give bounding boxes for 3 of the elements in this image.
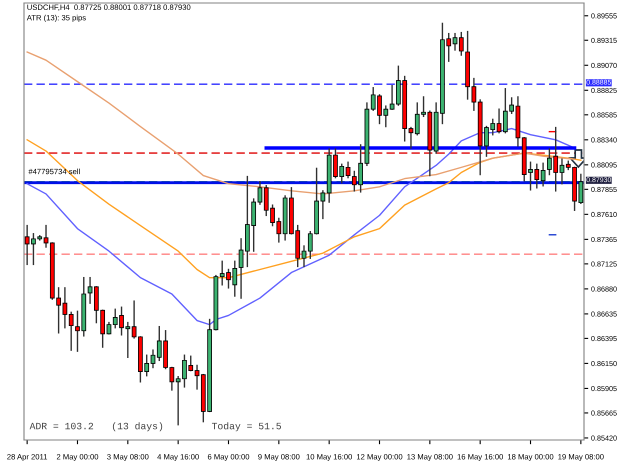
annotation: Today = 51.5 xyxy=(212,422,281,432)
candlestick xyxy=(352,170,357,192)
annotation: ADR = 103.2 (13 days) xyxy=(30,422,162,432)
